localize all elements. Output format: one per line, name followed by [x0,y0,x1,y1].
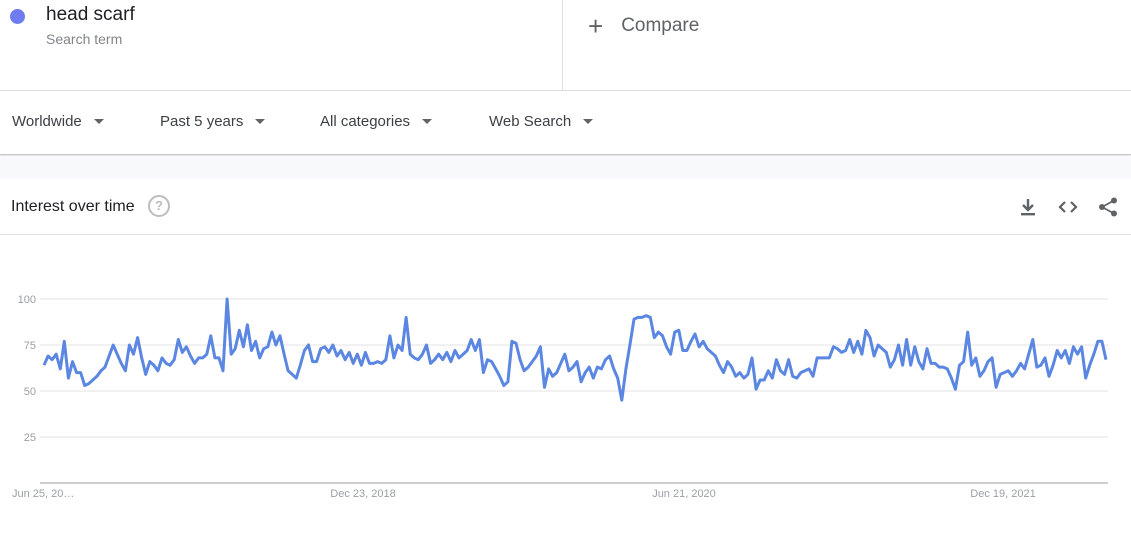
section-divider-band [0,156,1131,179]
filter-region-dropdown[interactable]: Worldwide [12,113,104,130]
download-icon[interactable] [1016,195,1040,219]
filter-category-label: All categories [320,113,411,130]
search-term-card[interactable]: head scarf Search term [0,0,563,90]
x-axis-labels: Jun 25, 20… Dec 23, 2018 Jun 21, 2020 Dec 1… [12,488,1036,500]
card-header: Interest over time ? [0,179,1131,235]
caret-down-icon [93,119,104,124]
x-tick-label: Dec 23, 2018 [330,488,395,500]
search-term-name[interactable]: head scarf [46,4,135,25]
caret-down-icon [422,119,433,124]
term-color-dot [10,9,25,24]
card-title: Interest over time [11,198,135,215]
help-icon[interactable]: ? [148,195,170,217]
caret-down-icon [255,119,266,124]
caret-down-icon [583,119,594,124]
series-line-head-scarf[interactable] [42,297,1108,402]
x-tick-label: Jun 25, 20… [12,488,74,500]
y-tick-label: 75 [24,340,36,352]
chart-grid [40,298,1108,484]
filter-region-label: Worldwide [12,113,82,130]
search-header: head scarf Search term + Compare [0,0,1131,91]
interest-over-time-chart: 25 50 75 100 Jun 25, 20… Dec 23, 2018 Jun 21,… [12,294,1108,500]
filter-time-label: Past 5 years [160,113,244,130]
plus-icon: + [588,11,604,41]
filter-bar: Worldwide Past 5 years All categories We… [0,91,1131,155]
filter-property-label: Web Search [489,113,572,130]
filter-property-dropdown[interactable]: Web Search [489,113,594,130]
filter-category-dropdown[interactable]: All categories [320,113,433,130]
search-term-subtitle: Search term [46,31,123,47]
y-axis-labels: 25 50 75 100 [18,294,36,444]
compare-button[interactable]: + Compare [588,11,700,41]
y-tick-label: 25 [24,432,36,444]
x-tick-label: Dec 19, 2021 [970,488,1035,500]
y-tick-label: 100 [18,294,36,306]
filter-time-dropdown[interactable]: Past 5 years [160,113,266,130]
y-tick-label: 50 [24,386,36,398]
compare-label: Compare [621,15,700,36]
share-icon[interactable] [1096,195,1120,219]
x-tick-label: Jun 21, 2020 [652,488,716,500]
embed-icon[interactable] [1056,195,1080,219]
